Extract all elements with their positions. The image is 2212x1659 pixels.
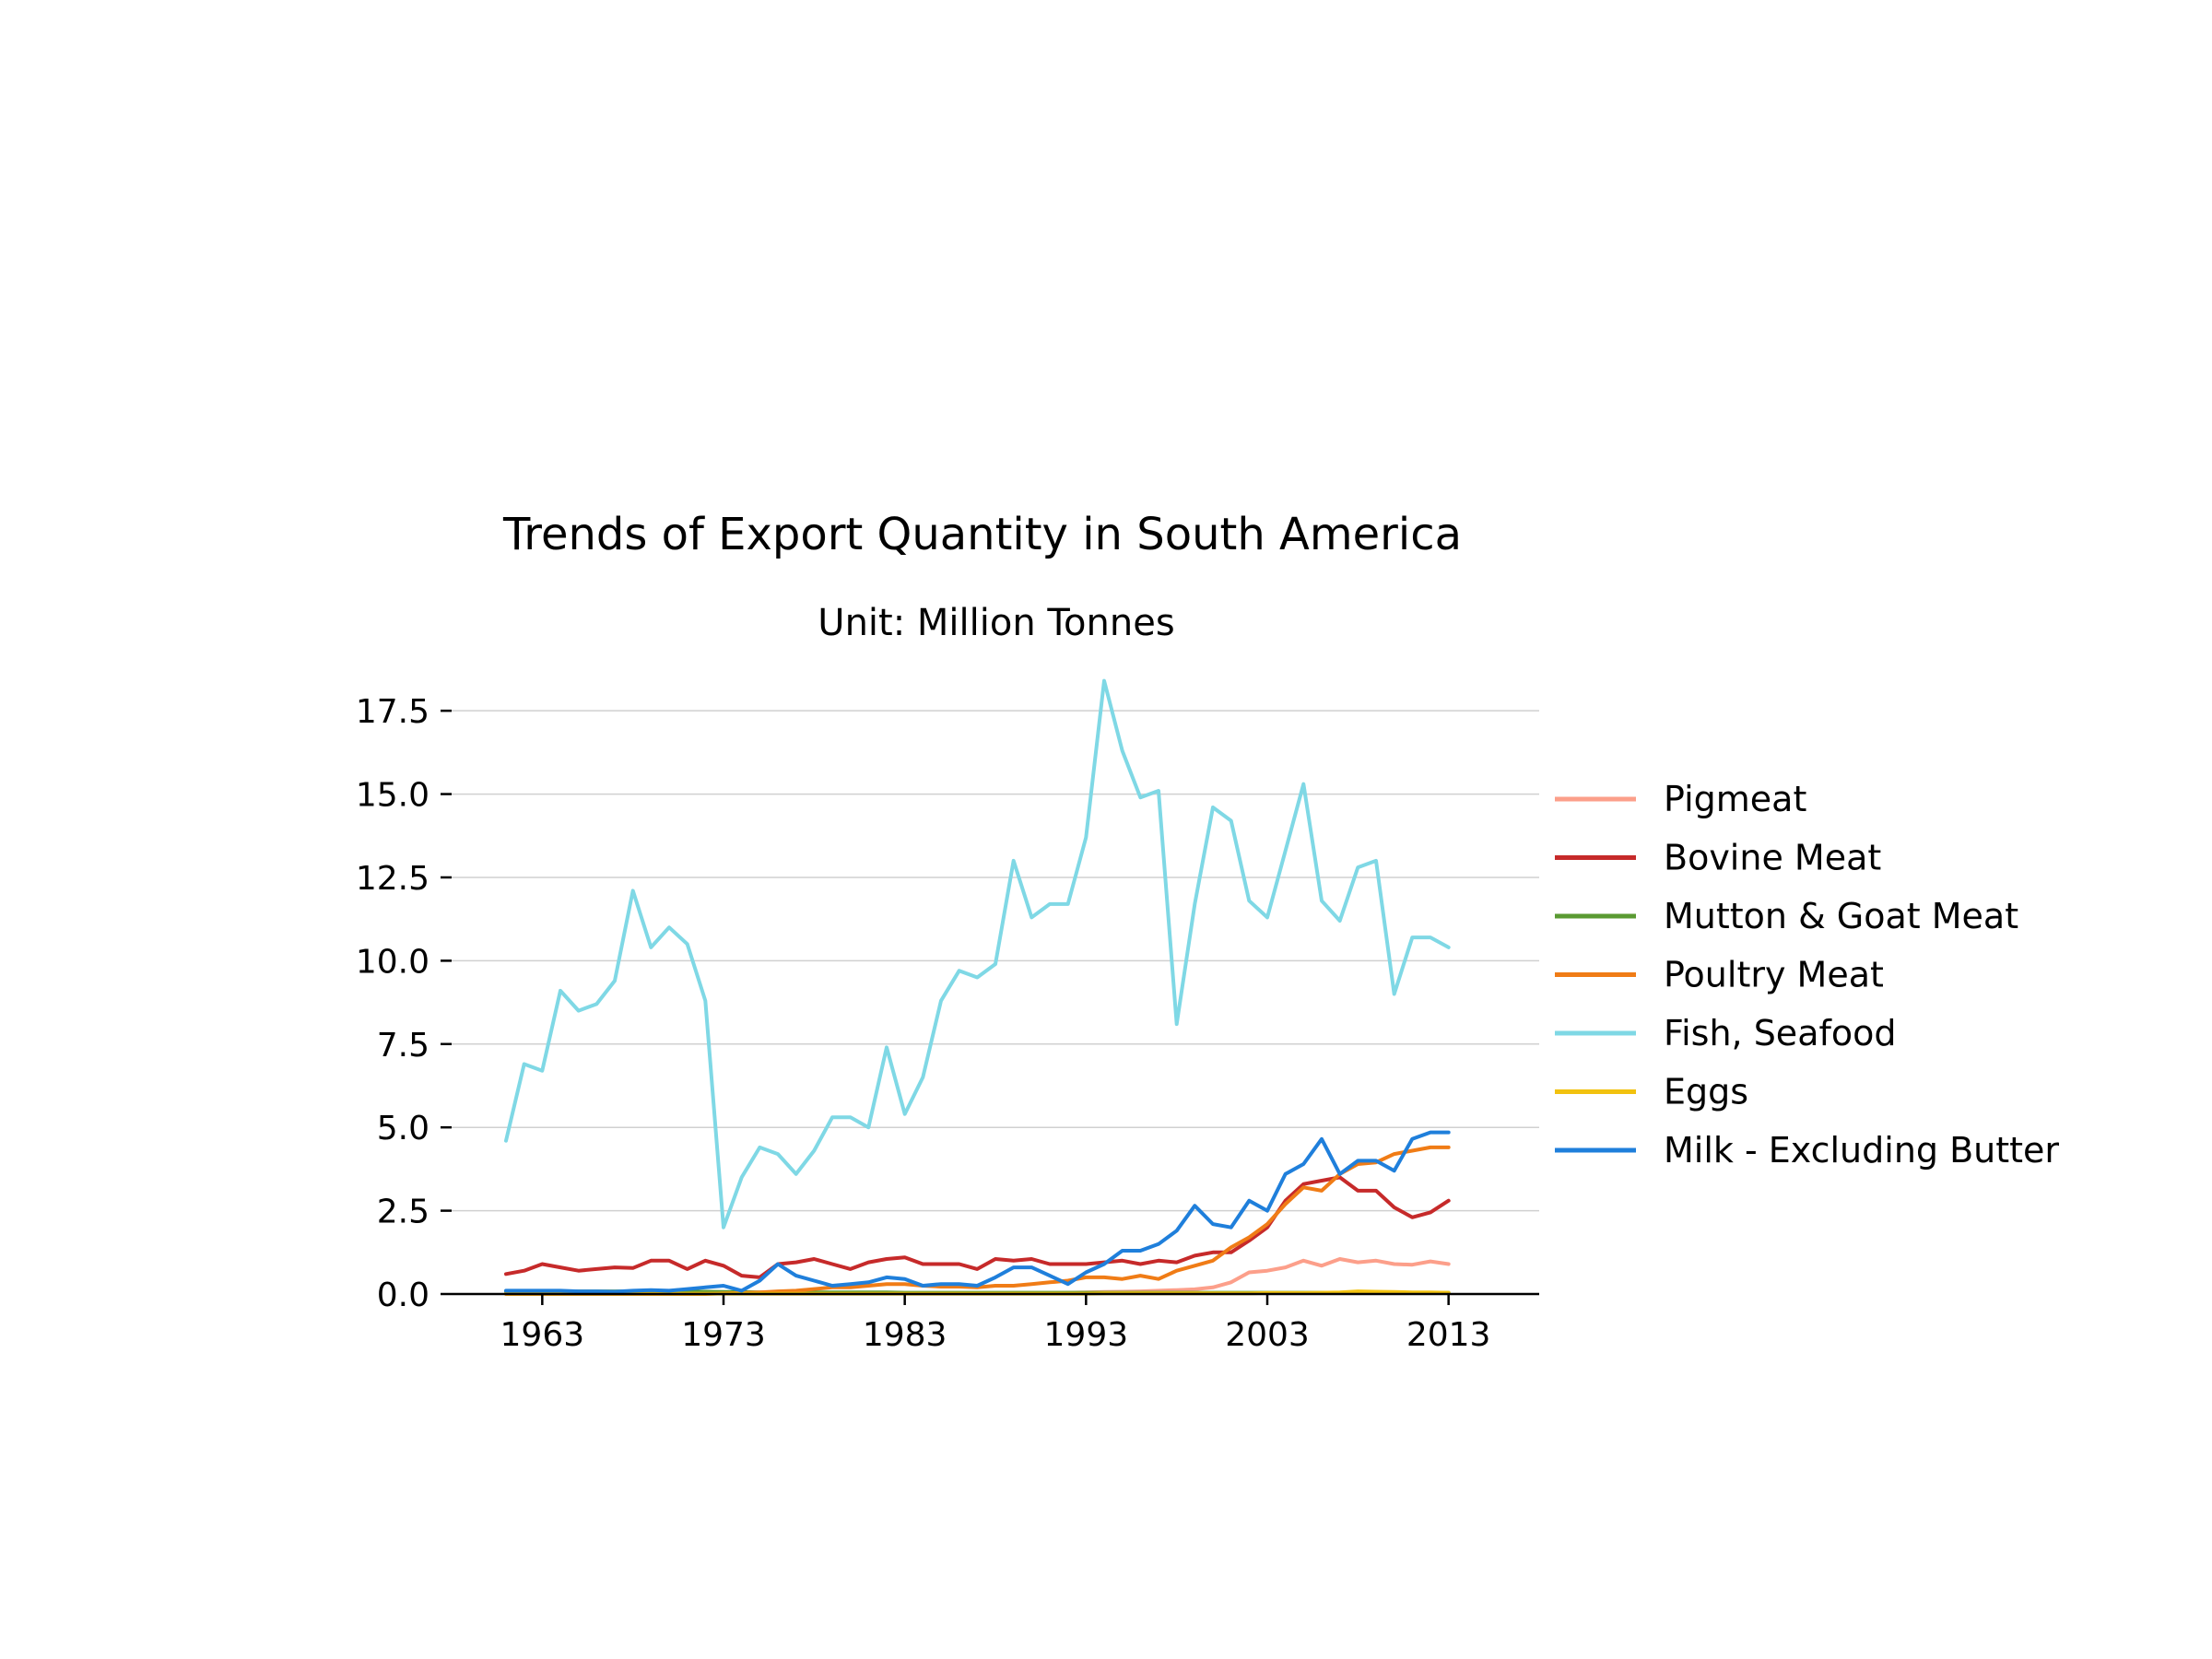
series-line-poultry-meat bbox=[504, 1145, 1451, 1296]
gridlines bbox=[452, 710, 1539, 1212]
chart-title: Trends of Export Quantity in South Ameri… bbox=[502, 509, 1462, 560]
legend-label-eggs: Eggs bbox=[1664, 1072, 1748, 1112]
y-tick-label: 0.0 bbox=[377, 1277, 429, 1314]
y-tick-label: 10.0 bbox=[356, 943, 429, 981]
y-tick-label: 17.5 bbox=[356, 693, 429, 731]
y-tick-label: 7.5 bbox=[377, 1027, 429, 1065]
plot-area bbox=[504, 678, 1451, 1296]
legend-label-fish-seafood: Fish, Seafood bbox=[1664, 1013, 1896, 1053]
x-tick-label: 2003 bbox=[1225, 1316, 1310, 1354]
legend-label-pigmeat: Pigmeat bbox=[1664, 779, 1806, 819]
legend-label-mutton-goat-meat: Mutton & Goat Meat bbox=[1664, 896, 2018, 936]
legend: Pigmeat Bovine Meat Mutton & Goat Meat Poul… bbox=[1555, 779, 2059, 1171]
chart-subtitle: Unit: Million Tonnes bbox=[818, 602, 1174, 644]
series-line-milk-excluding-butter bbox=[504, 1130, 1451, 1294]
x-tick-label: 1963 bbox=[500, 1316, 585, 1354]
legend-label-bovine-meat: Bovine Meat bbox=[1664, 838, 1881, 878]
x-tick-label: 2013 bbox=[1406, 1316, 1491, 1354]
y-tick-label: 2.5 bbox=[377, 1194, 429, 1231]
y-tick-label: 15.0 bbox=[356, 777, 429, 815]
x-tick-label: 1993 bbox=[1044, 1316, 1129, 1354]
series-line-fish-seafood bbox=[504, 678, 1451, 1230]
legend-label-milk-excluding-butter: Milk - Excluding Butter bbox=[1664, 1130, 2059, 1171]
series-line-bovine-meat bbox=[504, 1175, 1451, 1279]
x-tick-label: 1983 bbox=[863, 1316, 947, 1354]
y-tick-label: 12.5 bbox=[356, 860, 429, 898]
legend-label-poultry-meat: Poultry Meat bbox=[1664, 955, 1884, 995]
x-tick-label: 1973 bbox=[681, 1316, 766, 1354]
axes: 0.0 2.5 5.0 7.5 10.0 12.5 15.0 17.5 1963 1973 1983… bbox=[356, 693, 1539, 1354]
y-tick-label: 5.0 bbox=[377, 1110, 429, 1147]
